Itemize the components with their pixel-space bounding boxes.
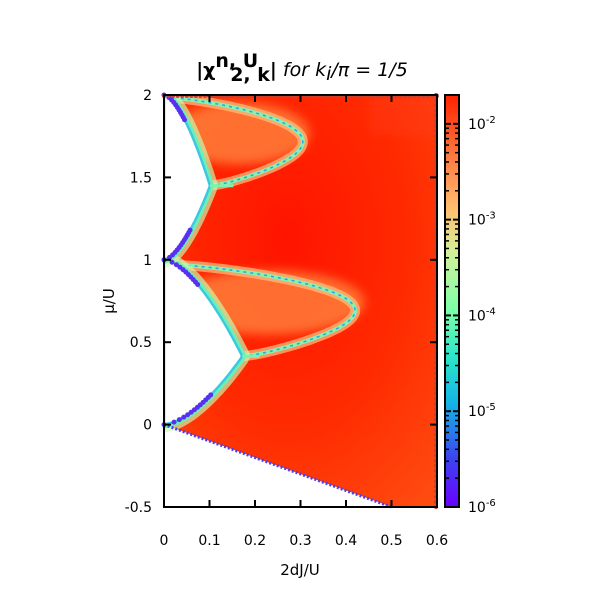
arc-core-0 [176,263,356,358]
title-chi-sub: 2, k [230,64,270,86]
colorbar-tick-label: 10-4 [468,306,496,324]
colorbar-ticks: 10-2 10-3 10-4 10-5 10-6 [445,94,496,516]
y-tick-label: -0.5 [125,500,152,516]
x-axis-label: 2dJ/U [280,561,320,579]
boundary-point [208,392,214,398]
title-chi: χ [203,59,215,81]
y-axis-label: μ/U [100,288,118,314]
boundary-point [173,262,179,268]
boundary-point [195,282,201,288]
title-abs-open: | [196,59,203,81]
heatmap-surface [164,95,437,507]
x-tick-label: 0.1 [198,533,220,549]
x-tick-label: 0.4 [335,533,357,549]
y-tick-label: 0.5 [130,335,152,351]
boundary-point [176,417,182,423]
x-tick-label: 0.5 [380,533,402,549]
colorbar-tick-label: 10-2 [468,115,496,133]
arc-core-1 [168,96,304,187]
x-tick-label: 0.6 [426,533,448,549]
boundary-point [169,259,175,265]
x-tick-label: 0.2 [244,533,266,549]
title-k: k [315,59,327,81]
chart-title: |χn, U 2, k| for ki/π = 1/5 [196,50,408,86]
colorbar-tick-label: 10-5 [468,402,496,420]
title-k-sub: i [326,63,332,85]
title-chi-sup: n, U [215,50,258,72]
y-tick-label: 0 [143,418,152,434]
title-rest-prefix: for [277,59,315,81]
y-tick-label: 2 [143,88,152,104]
colorbar-tick-label: 10-6 [468,498,496,516]
x-axis-ticks: 0 0.1 0.2 0.3 0.4 0.5 0.6 [160,95,448,549]
title-abs-close: | [270,59,277,81]
boundary-point [171,419,177,425]
colorbar: 10-2 10-3 10-4 10-5 10-6 [444,94,496,516]
boundary-point [185,412,191,418]
y-tick-label: 1.5 [130,170,152,186]
colorbar-tick-label: 10-3 [468,211,496,229]
colorbar-gradient [444,94,460,508]
soft-zone-top [368,95,437,135]
lower-boundary-line [163,423,393,509]
boundary-point [182,117,188,123]
x-tick-label: 0.3 [289,533,311,549]
y-tick-label: 1 [143,253,152,269]
boundary-point [181,414,187,420]
y-axis-ticks: -0.5 0 0.5 1 1.5 2 [125,88,437,516]
title-rest-suffix: /π = 1/5 [329,59,407,81]
boundary-point [187,227,193,233]
x-tick-label: 0 [160,533,169,549]
